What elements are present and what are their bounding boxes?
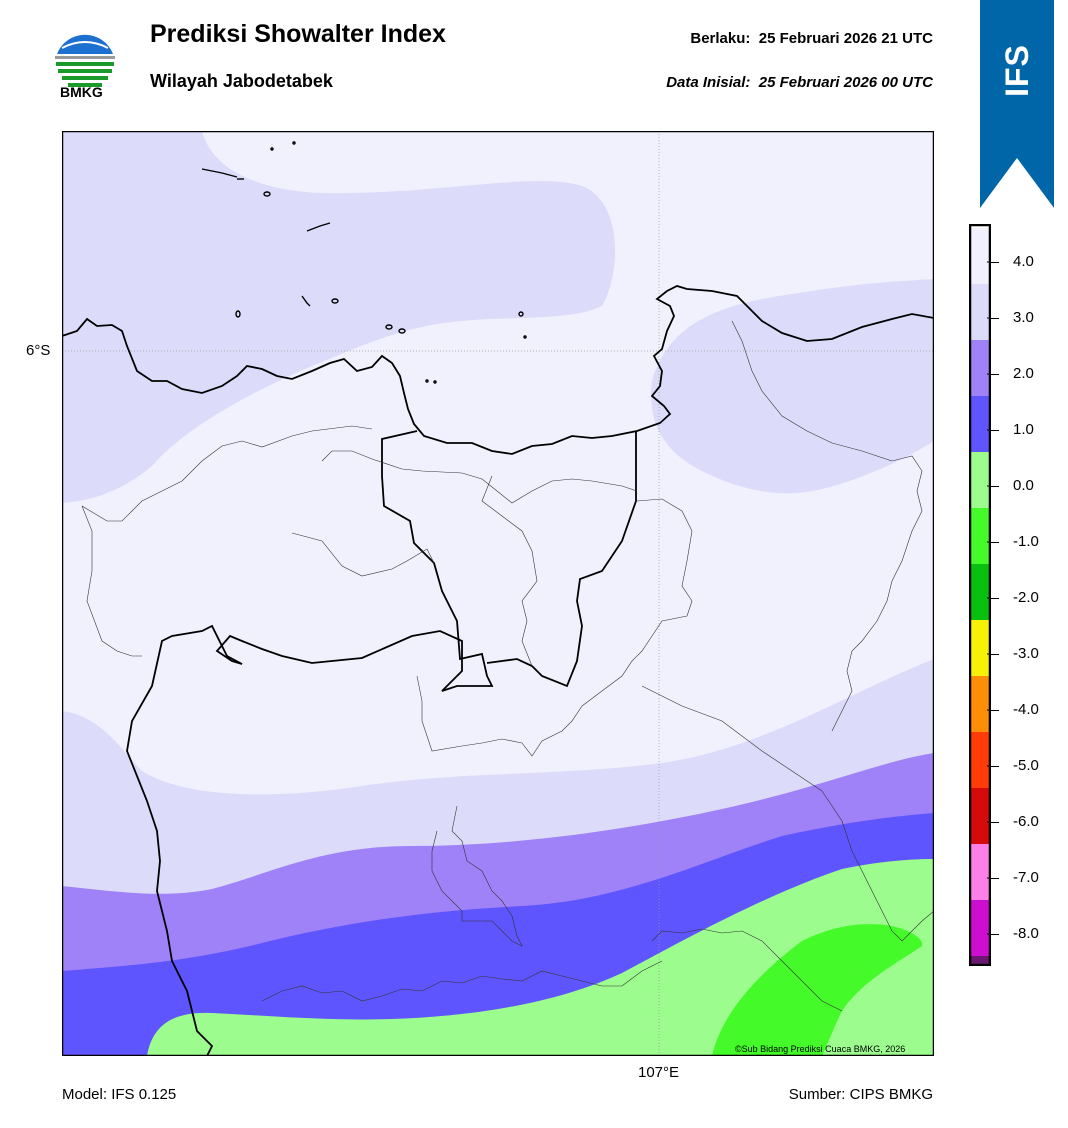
regency-boundary <box>81 505 142 657</box>
colorbar-tick-mark <box>991 654 999 655</box>
regency-boundary <box>821 790 934 942</box>
regency-boundary <box>416 675 583 757</box>
credit-text: ©Sub Bidang Prediksi Cuaca BMKG, 2026 <box>735 1044 906 1054</box>
regency-boundary <box>581 498 693 707</box>
colorbar-segment <box>969 508 991 564</box>
island <box>433 380 437 384</box>
colorbar-tick-label: -5.0 <box>1013 757 1039 774</box>
colorbar-tick-label: -4.0 <box>1013 701 1039 718</box>
colorbar-tick-mark <box>991 374 999 375</box>
regency-boundary <box>291 532 435 577</box>
colorbar-segment <box>969 452 991 508</box>
valid-time: Berlaku: 25 Februari 2026 21 UTC <box>690 30 933 47</box>
colorbar-segment <box>969 676 991 732</box>
colorbar-segment <box>969 620 991 676</box>
colorbar-tick-label: 1.0 <box>1013 421 1034 438</box>
colorbar-tick-label: -3.0 <box>1013 645 1039 662</box>
latitude-tick-label: 6°S <box>26 342 51 359</box>
island <box>201 168 238 178</box>
coastline <box>62 285 934 455</box>
colorbar-tick-mark <box>991 878 999 879</box>
regency-boundary <box>261 960 663 1002</box>
colorbar-tick-label: -7.0 <box>1013 869 1039 886</box>
chart-subtitle: Wilayah Jabodetabek <box>150 71 333 91</box>
regency-boundary <box>321 450 638 504</box>
colorbar-tick-mark <box>991 710 999 711</box>
colorbar-tick-mark <box>991 598 999 599</box>
ifs-ribbon-label: IFS <box>998 43 1035 97</box>
colorbar-segment <box>969 732 991 788</box>
valid-label: Berlaku: <box>690 30 751 47</box>
colorbar-tick-mark <box>991 542 999 543</box>
province-boundary <box>126 430 494 1056</box>
island <box>518 311 524 317</box>
colorbar-tick-mark <box>991 486 999 487</box>
colorbar-segment <box>969 956 991 966</box>
colorbar-segment <box>969 396 991 452</box>
init-value: 25 Februari 2026 00 UTC <box>758 74 933 91</box>
island <box>292 141 296 145</box>
colorbar-tick-mark <box>991 822 999 823</box>
island <box>306 222 331 232</box>
island <box>523 335 527 339</box>
bmkg-logo-icon <box>55 31 115 91</box>
island <box>235 310 241 318</box>
band-3-4-east <box>651 279 934 494</box>
valid-value: 25 Februari 2026 21 UTC <box>758 30 933 47</box>
logo-text: BMKG <box>60 84 103 100</box>
model-label: Model: IFS 0.125 <box>62 1086 177 1103</box>
band-3-4-northwest <box>62 131 616 503</box>
regency-boundary <box>431 805 523 947</box>
colorbar-tick-label: 0.0 <box>1013 477 1034 494</box>
init-time: Data Inisial: 25 Februari 2026 00 UTC <box>666 74 933 91</box>
island <box>385 324 393 330</box>
colorbar-tick-label: 3.0 <box>1013 309 1034 326</box>
ifs-ribbon <box>980 0 1054 208</box>
showalter-map <box>62 131 934 1056</box>
regency-boundary <box>81 425 373 522</box>
colorbar-tick-label: 2.0 <box>1013 365 1034 382</box>
colorbar-tick-mark <box>991 262 999 263</box>
regency-boundary <box>641 685 823 792</box>
colorbar-tick-label: -8.0 <box>1013 925 1039 942</box>
colorbar <box>969 224 991 966</box>
source-label: Sumber: CIPS BMKG <box>788 1086 933 1103</box>
chart-title: Prediksi Showalter Index <box>150 20 446 48</box>
colorbar-segment <box>969 788 991 844</box>
island <box>398 328 406 334</box>
colorbar-tick-label: 4.0 <box>1013 253 1034 270</box>
init-label: Data Inisial: <box>666 74 751 91</box>
regency-boundary <box>731 320 923 732</box>
colorbar-segment <box>969 284 991 340</box>
island <box>301 295 311 307</box>
colorbar-tick-label: -1.0 <box>1013 533 1039 550</box>
colorbar-segment <box>969 340 991 396</box>
colorbar-segment <box>969 844 991 900</box>
colorbar-tick-mark <box>991 766 999 767</box>
colorbar-tick-mark <box>991 934 999 935</box>
colorbar-tick-label: -2.0 <box>1013 589 1039 606</box>
band-neg1-0 <box>712 924 923 1056</box>
colorbar-segment <box>969 564 991 620</box>
island <box>270 147 274 151</box>
island <box>331 298 339 304</box>
colorbar-segment <box>969 228 991 284</box>
colorbar-tick-mark <box>991 430 999 431</box>
colorbar-tick-label: -6.0 <box>1013 813 1039 830</box>
longitude-tick-label: 107°E <box>638 1064 680 1081</box>
island <box>425 379 429 383</box>
colorbar-tick-mark <box>991 318 999 319</box>
regency-boundary <box>651 928 843 1012</box>
island <box>263 191 271 197</box>
regency-boundary <box>481 475 538 667</box>
colorbar-segment <box>969 900 991 956</box>
